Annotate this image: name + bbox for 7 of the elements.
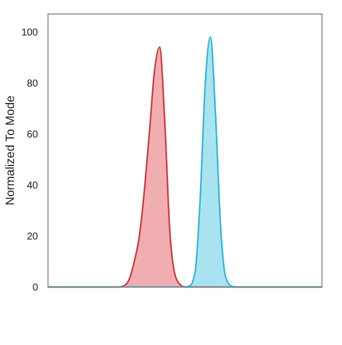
y-tick-label: 80 [26,78,38,90]
y-tick-label: 20 [26,231,38,242]
y-tick-label: 0 [32,282,38,294]
y-tick-label: 40 [26,180,38,192]
y-tick-label: 100 [21,27,38,38]
y-tick-label: 60 [26,129,38,140]
y-axis-title: Normalized To Mode [3,95,17,206]
